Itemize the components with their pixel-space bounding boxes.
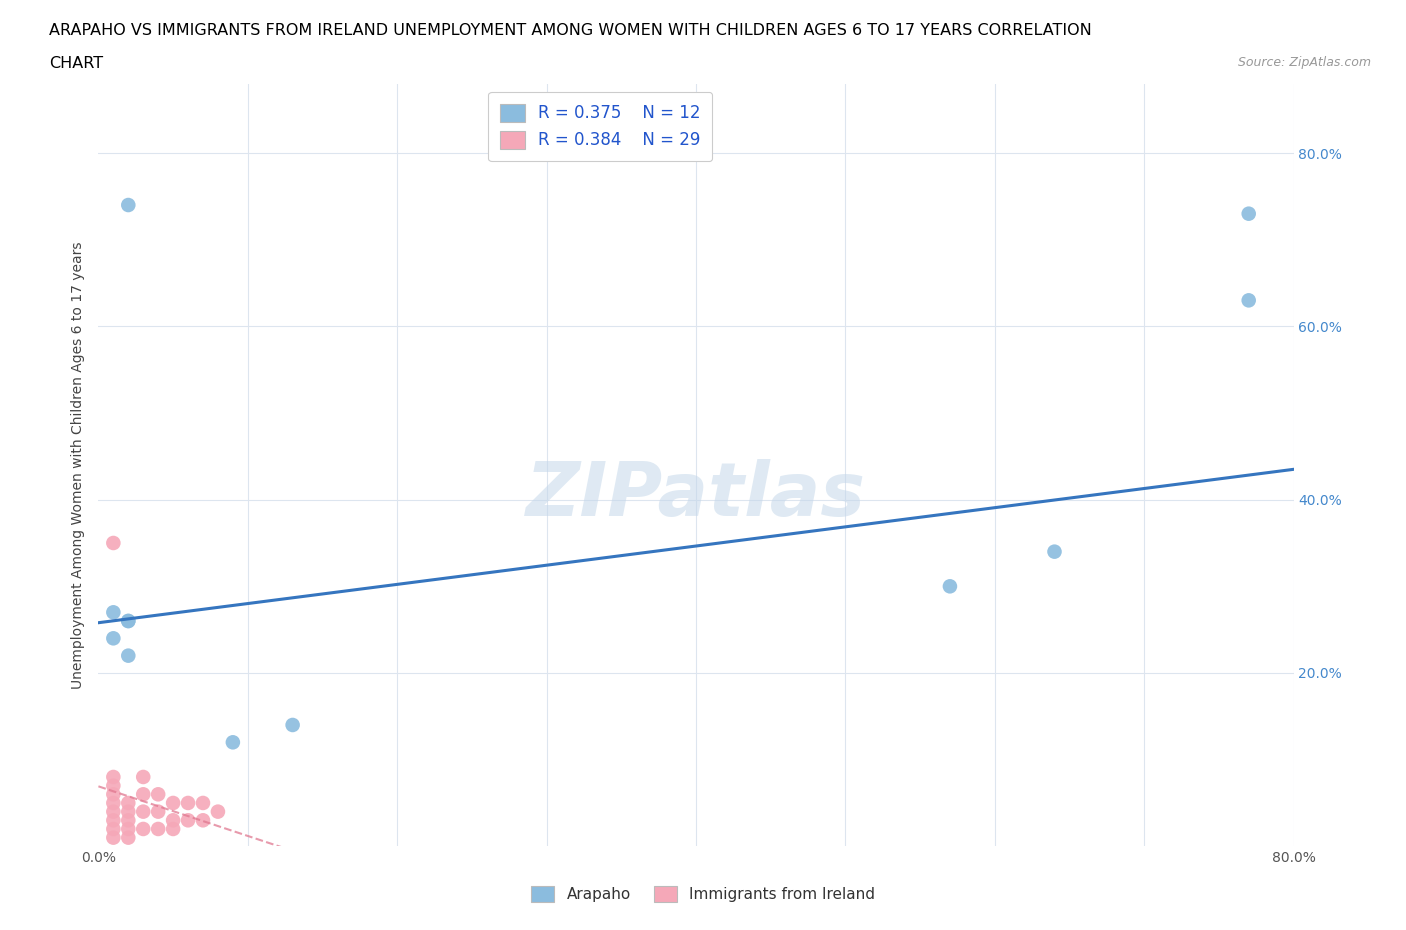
Point bbox=[1043, 544, 1066, 559]
Point bbox=[117, 614, 139, 629]
Point bbox=[162, 795, 184, 810]
Legend: Arapaho, Immigrants from Ireland: Arapaho, Immigrants from Ireland bbox=[526, 880, 880, 909]
Point bbox=[103, 821, 125, 836]
Point bbox=[132, 769, 155, 784]
Point bbox=[132, 787, 155, 802]
Point bbox=[177, 795, 200, 810]
Point bbox=[117, 821, 139, 836]
Point bbox=[103, 631, 125, 645]
Legend: R = 0.375    N = 12, R = 0.384    N = 29: R = 0.375 N = 12, R = 0.384 N = 29 bbox=[488, 92, 713, 161]
Point bbox=[117, 614, 139, 629]
Point bbox=[939, 578, 962, 593]
Point bbox=[103, 778, 125, 793]
Point bbox=[162, 813, 184, 828]
Point bbox=[148, 787, 170, 802]
Point bbox=[103, 769, 125, 784]
Point bbox=[281, 718, 304, 733]
Point bbox=[117, 813, 139, 828]
Point bbox=[117, 795, 139, 810]
Point bbox=[103, 795, 125, 810]
Point bbox=[162, 821, 184, 836]
Point bbox=[1237, 293, 1260, 308]
Point bbox=[117, 197, 139, 212]
Point bbox=[207, 804, 229, 819]
Point bbox=[148, 804, 170, 819]
Point bbox=[103, 830, 125, 845]
Point bbox=[117, 648, 139, 663]
Point bbox=[103, 804, 125, 819]
Point bbox=[103, 536, 125, 551]
Point bbox=[1237, 206, 1260, 221]
Point bbox=[117, 804, 139, 819]
Text: Source: ZipAtlas.com: Source: ZipAtlas.com bbox=[1237, 56, 1371, 69]
Text: CHART: CHART bbox=[49, 56, 103, 71]
Text: ZIPatlas: ZIPatlas bbox=[526, 459, 866, 532]
Point bbox=[191, 813, 214, 828]
Point bbox=[103, 787, 125, 802]
Point bbox=[148, 821, 170, 836]
Point bbox=[132, 821, 155, 836]
Point bbox=[222, 735, 245, 750]
Point bbox=[103, 813, 125, 828]
Point bbox=[132, 804, 155, 819]
Y-axis label: Unemployment Among Women with Children Ages 6 to 17 years: Unemployment Among Women with Children A… bbox=[72, 241, 86, 689]
Point bbox=[191, 795, 214, 810]
Point bbox=[117, 830, 139, 845]
Point bbox=[177, 813, 200, 828]
Point bbox=[103, 604, 125, 619]
Text: ARAPAHO VS IMMIGRANTS FROM IRELAND UNEMPLOYMENT AMONG WOMEN WITH CHILDREN AGES 6: ARAPAHO VS IMMIGRANTS FROM IRELAND UNEMP… bbox=[49, 23, 1092, 38]
